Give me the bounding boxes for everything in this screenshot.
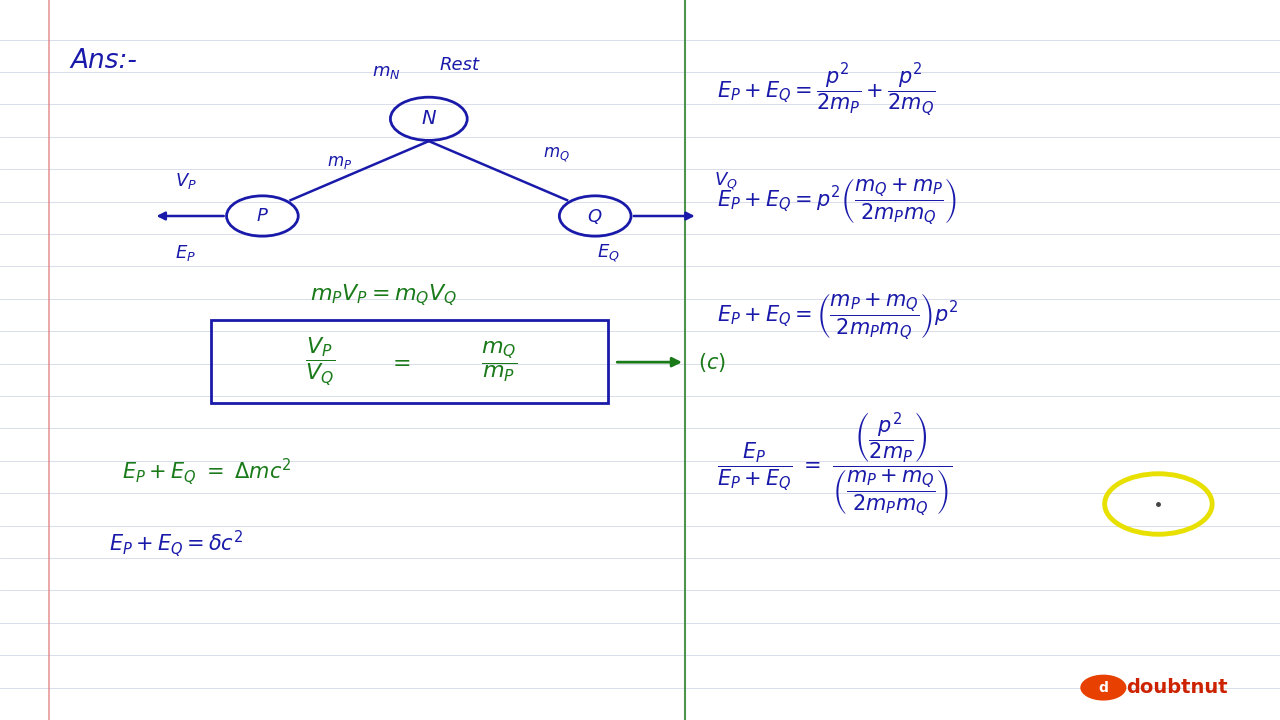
Text: $E_P + E_Q \ = \ \Delta mc^2$: $E_P + E_Q \ = \ \Delta mc^2$ (122, 456, 292, 487)
Text: $P$: $P$ (256, 207, 269, 225)
Text: $m_P V_P = m_Q V_Q$: $m_P V_P = m_Q V_Q$ (310, 282, 458, 308)
Text: $N$: $N$ (421, 109, 436, 128)
Bar (211, 320, 608, 403)
Text: $V_P$: $V_P$ (174, 171, 197, 192)
Text: Rest: Rest (439, 56, 479, 74)
Text: $V_Q$: $V_Q$ (714, 171, 739, 192)
Text: $\dfrac{E_P}{E_P + E_Q} \ = \ \dfrac{\left(\dfrac{p^2}{2m_P}\right)}{\left(\dfra: $\dfrac{E_P}{E_P + E_Q} \ = \ \dfrac{\le… (717, 410, 952, 518)
Text: $E_P$: $E_P$ (175, 243, 196, 264)
Text: d: d (1098, 680, 1108, 695)
Text: $E_P + E_Q = \mathit{\delta c^2}$: $E_P + E_Q = \mathit{\delta c^2}$ (109, 528, 243, 559)
Text: $Q$: $Q$ (588, 207, 603, 225)
Text: $m_N$: $m_N$ (372, 63, 401, 81)
Text: $=$: $=$ (388, 352, 411, 372)
Text: $\dfrac{V_P}{V_Q}$: $\dfrac{V_P}{V_Q}$ (305, 336, 335, 388)
Circle shape (1080, 675, 1126, 701)
Text: doubtnut: doubtnut (1126, 678, 1228, 697)
Text: Ans:-: Ans:- (70, 48, 137, 74)
Text: $m_Q$: $m_Q$ (543, 145, 571, 164)
Text: $E_P + E_Q = \dfrac{p^2}{2m_P} + \dfrac{p^2}{2m_Q}$: $E_P + E_Q = \dfrac{p^2}{2m_P} + \dfrac{… (717, 61, 934, 119)
Text: $E_P + E_Q = \left(\dfrac{m_P + m_Q}{2m_P m_Q}\right) p^2$: $E_P + E_Q = \left(\dfrac{m_P + m_Q}{2m_… (717, 292, 957, 342)
Text: $E_P + E_Q = p^2 \left(\dfrac{m_Q + m_P}{2m_P m_Q}\right)$: $E_P + E_Q = p^2 \left(\dfrac{m_Q + m_P}… (717, 176, 956, 227)
Text: $(c)$: $(c)$ (698, 351, 726, 374)
Text: $\dfrac{m_Q}{m_P}$: $\dfrac{m_Q}{m_P}$ (481, 340, 517, 384)
Text: $m_P$: $m_P$ (326, 153, 352, 171)
Text: $E_Q$: $E_Q$ (596, 243, 620, 264)
